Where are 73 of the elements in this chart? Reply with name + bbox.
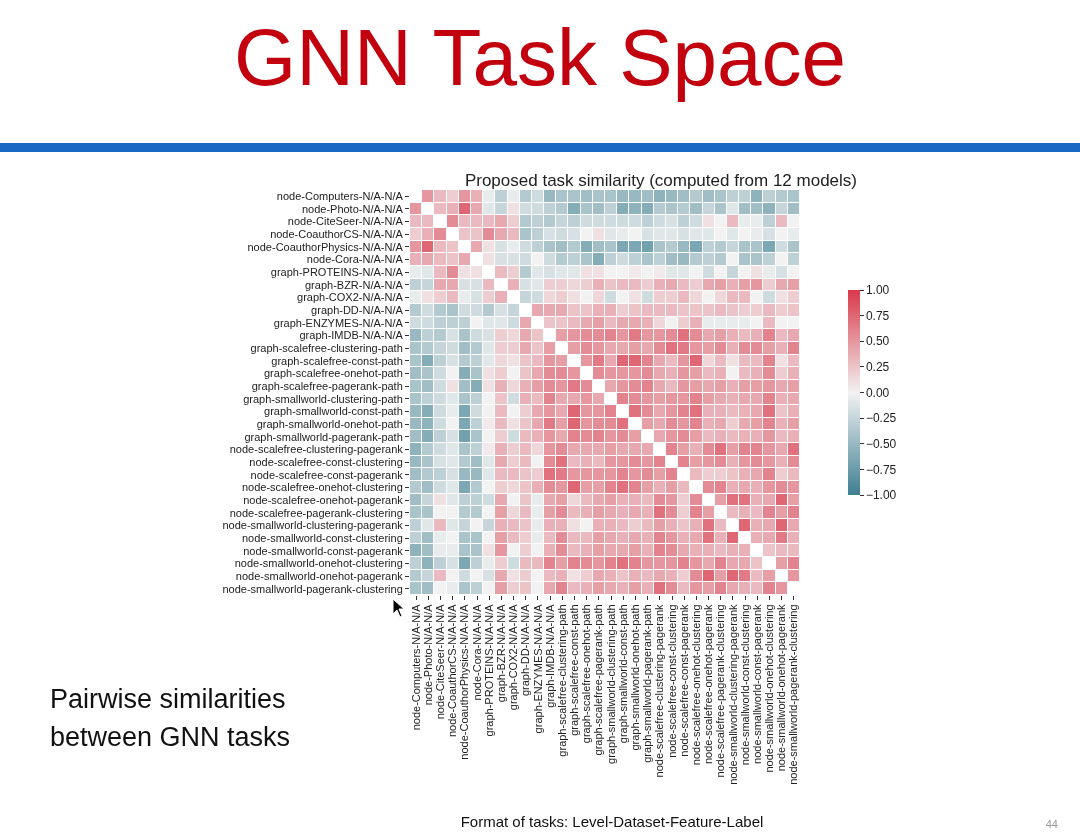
y-tick-label: graph-scalefree-onehot-path bbox=[263, 367, 403, 380]
y-tick-label: graph-PROTEINS-N/A-N/A bbox=[270, 266, 404, 279]
y-tick-label: node-smallworld-clustering-pagerank bbox=[222, 519, 404, 532]
x-tick-label: node-smallworld-const-clustering bbox=[738, 604, 751, 766]
y-tick-label: graph-smallworld-pagerank-path bbox=[244, 430, 403, 443]
color-bar-label: −1.00 bbox=[865, 488, 897, 503]
text: Format of tasks: Level-Dataset-Feature-Label bbox=[459, 813, 765, 830]
y-tick-label: node-smallworld-onehot-pagerank bbox=[235, 569, 404, 582]
x-tick-label: graph-DD-N/A-N/A bbox=[519, 603, 532, 697]
y-tick-label: node-smallworld-const-clustering bbox=[242, 531, 403, 544]
color-bar-label: 0.00 bbox=[865, 385, 890, 400]
x-tick-label: node-smallworld-const-pagerank bbox=[750, 603, 763, 764]
x-tick-label: graph-BZR-N/A-N/A bbox=[494, 603, 507, 703]
color-bar-label: 0.75 bbox=[865, 308, 890, 323]
y-tick-label: node-scalefree-clustering-pagerank bbox=[229, 443, 404, 456]
y-tick-label: graph-COX2-N/A-N/A bbox=[297, 291, 404, 304]
color-bar-label: 0.25 bbox=[865, 360, 890, 375]
y-tick-label: graph-scalefree-pagerank-path bbox=[251, 380, 403, 393]
color-bar-label: −0.75 bbox=[865, 462, 897, 477]
y-tick-label: node-smallworld-pagerank-clustering bbox=[222, 582, 403, 595]
x-tick-label: node-scalefree-const-pagerank bbox=[677, 603, 690, 757]
x-tick-label: node-scalefree-onehot-pagerank bbox=[702, 603, 715, 765]
text: 44 bbox=[1045, 818, 1058, 830]
text: GNN Task Space bbox=[232, 12, 848, 104]
x-tick-label: node-smallworld-onehot-pagerank bbox=[775, 603, 788, 772]
x-tick-label: graph-IMDB-N/A-N/A bbox=[543, 603, 556, 708]
y-tick-label: graph-scalefree-const-path bbox=[271, 354, 403, 367]
y-tick-label: node-CiteSeer-N/A-N/A bbox=[287, 215, 404, 228]
x-tick-label: node-smallworld-clustering-pagerank bbox=[726, 603, 739, 785]
x-tick-label: graph-ENZYMES-N/A-N/A bbox=[531, 603, 544, 734]
chart-title: Proposed task similarity (computed from 12 models) bbox=[464, 170, 858, 190]
x-tick-label: graph-scalefree-pagerank-path bbox=[592, 604, 605, 756]
x-tick-label: graph-COX2-N/A-N/A bbox=[507, 603, 520, 711]
x-tick-label: graph-PROTEINS-N/A-N/A bbox=[482, 603, 495, 737]
y-tick-label: node-scalefree-const-clustering bbox=[249, 455, 403, 468]
y-tick-label: node-Computers-N/A-N/A bbox=[276, 190, 404, 203]
y-tick-label: graph-DD-N/A-N/A bbox=[311, 304, 404, 317]
y-tick-label: graph-smallworld-clustering-path bbox=[243, 392, 403, 405]
color-bar-label: 1.00 bbox=[865, 283, 890, 298]
y-tick-label: graph-IMDB-N/A-N/A bbox=[299, 329, 404, 342]
x-tick-label: node-Cora-N/A-N/A bbox=[470, 603, 483, 701]
x-tick-label: node-scalefree-pagerank-clustering bbox=[714, 604, 727, 778]
x-tick-label: node-scalefree-clustering-pagerank bbox=[653, 603, 666, 778]
y-tick-label: node-smallworld-const-pagerank bbox=[243, 544, 404, 557]
y-tick-label: node-smallworld-onehot-clustering bbox=[234, 557, 403, 570]
y-tick-label: node-scalefree-pagerank-clustering bbox=[229, 506, 403, 519]
y-tick-label: graph-scalefree-clustering-path bbox=[250, 342, 403, 355]
color-bar-label: −0.25 bbox=[865, 411, 897, 426]
x-tick-label: node-scalefree-const-clustering bbox=[665, 604, 678, 758]
y-tick-label: graph-smallworld-const-path bbox=[264, 405, 403, 418]
x-tick-label: graph-scalefree-clustering-path bbox=[555, 604, 568, 757]
x-tick-label: graph-smallworld-pagerank-path bbox=[641, 604, 654, 763]
y-tick-label: node-CoauthorCS-N/A-N/A bbox=[270, 228, 404, 241]
x-tick-label: graph-smallworld-const-path bbox=[616, 604, 629, 744]
y-tick-label: node-scalefree-onehot-pagerank bbox=[243, 493, 404, 506]
color-bar-label: 0.50 bbox=[865, 334, 890, 349]
x-tick-label: graph-smallworld-clustering-path bbox=[604, 604, 617, 764]
x-tick-label: graph-scalefree-const-path bbox=[568, 604, 581, 736]
x-tick-label: node-smallworld-onehot-clustering bbox=[763, 604, 776, 773]
x-tick-label: graph-smallworld-onehot-path bbox=[629, 604, 642, 751]
y-tick-label: node-Cora-N/A-N/A bbox=[306, 253, 404, 266]
y-tick-label: graph-smallworld-onehot-path bbox=[256, 417, 403, 430]
y-tick-label: node-scalefree-onehot-clustering bbox=[241, 481, 403, 494]
y-tick-label: node-CoauthorPhysics-N/A-N/A bbox=[247, 240, 404, 253]
y-tick-label: node-Photo-N/A-N/A bbox=[301, 202, 404, 215]
y-tick-label: graph-ENZYMES-N/A-N/A bbox=[273, 316, 404, 329]
x-tick-label: node-smallworld-pagerank-clustering bbox=[787, 604, 800, 785]
y-tick-label: node-scalefree-const-pagerank bbox=[250, 468, 404, 481]
x-tick-label: node-scalefree-onehot-clustering bbox=[689, 604, 702, 766]
x-tick-label: graph-scalefree-onehot-path bbox=[580, 604, 593, 744]
color-bar-label: −0.50 bbox=[865, 436, 897, 451]
text: Pairwise similarities between GNN tasks bbox=[50, 683, 292, 754]
y-tick-label: graph-BZR-N/A-N/A bbox=[305, 278, 404, 291]
